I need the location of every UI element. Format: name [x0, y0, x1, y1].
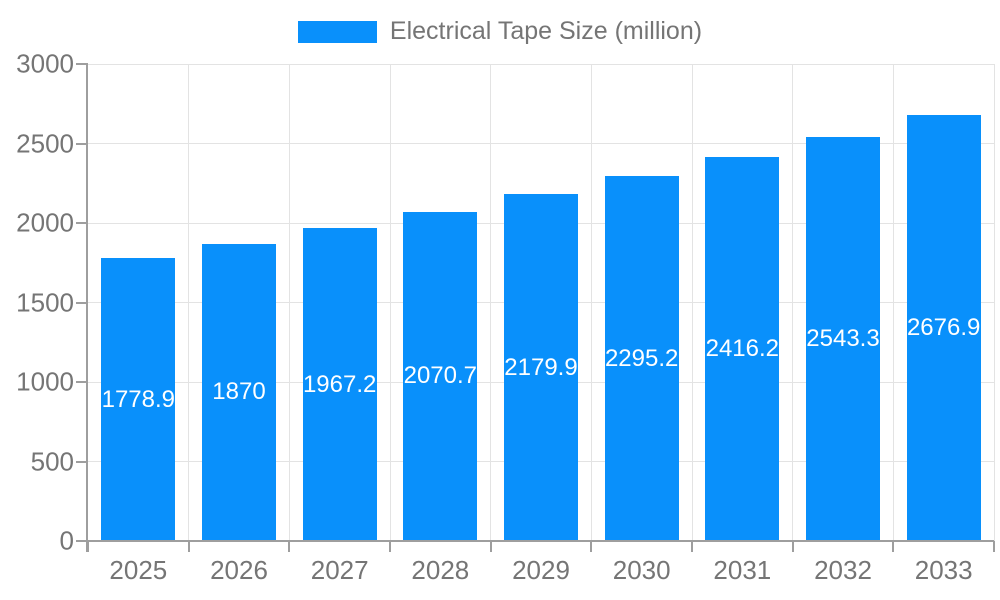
gridline-vertical	[792, 64, 794, 541]
gridline-horizontal	[88, 143, 994, 144]
gridline-vertical	[892, 64, 894, 541]
gridline-vertical	[288, 64, 290, 541]
y-axis-tick-mark	[76, 63, 88, 65]
x-axis-tick-mark	[288, 541, 291, 552]
x-axis-tick-mark	[489, 541, 492, 552]
y-axis-tick-label: 1000	[16, 366, 74, 397]
plot-area: 1778.9 1870 1967.2 2070.7 2179.9 2295.2 2416.2…	[88, 63, 995, 541]
bar-value-label: 1967.2	[302, 370, 377, 398]
bar: 1967.2	[302, 228, 377, 541]
legend-label: Electrical Tape Size (million)	[389, 17, 703, 45]
x-axis-tick-mark	[87, 541, 89, 552]
bar: 2070.7	[403, 211, 478, 541]
bar: 2295.2	[604, 176, 679, 541]
x-axis-tick-label: 2032	[814, 555, 872, 585]
bar: 1778.9	[101, 258, 176, 541]
bar: 2676.9	[906, 115, 981, 541]
y-axis-tick-label: 2000	[16, 207, 74, 238]
x-axis-tick-mark	[187, 541, 190, 552]
y-axis-tick-label: 1500	[16, 287, 74, 317]
x-axis-tick-label: 2029	[512, 555, 570, 585]
bar-value-label: 2543.3	[806, 324, 880, 352]
x-axis-tick-label: 2025	[109, 555, 168, 585]
bar-value-label: 2179.9	[504, 353, 578, 381]
x-axis-tick-label: 2028	[411, 555, 470, 585]
y-axis-tick-mark	[76, 460, 88, 463]
x-axis-tick-mark	[791, 541, 794, 552]
x-axis-tick-label: 2026	[210, 555, 268, 585]
x-axis-tick-mark	[691, 541, 693, 552]
bar-value-label: 1778.9	[101, 385, 176, 413]
x-axis-tick-label: 2033	[914, 555, 973, 585]
y-axis-tick-label: 500	[30, 446, 74, 476]
bar: 2416.2	[705, 156, 780, 541]
y-axis-tick-label: 2500	[16, 128, 74, 158]
x-axis-tick-mark	[892, 541, 895, 552]
x-axis-tick-label: 2030	[612, 555, 671, 585]
bar-value-label: 2416.2	[705, 334, 780, 362]
x-axis-tick-label: 2031	[713, 555, 772, 585]
y-axis-tick-label: 0	[59, 525, 74, 556]
x-axis-tick-mark	[590, 541, 593, 552]
gridline-vertical	[590, 64, 592, 541]
y-axis-tick-mark	[76, 142, 88, 145]
bar-value-label: 2070.7	[403, 362, 478, 390]
y-axis-tick-mark	[76, 381, 88, 383]
legend-swatch	[297, 20, 377, 43]
y-axis-tick-mark	[76, 222, 88, 224]
gridline-vertical	[691, 64, 693, 541]
gridline-vertical	[490, 64, 492, 541]
gridline-vertical	[188, 64, 190, 541]
y-axis: 0 500 1000 1500 2000 2500 3000	[0, 49, 88, 556]
bar: 1870	[202, 243, 276, 541]
x-axis-tick-mark	[389, 541, 391, 552]
x-axis-line	[76, 540, 994, 542]
bar-value-label: 2295.2	[604, 344, 679, 372]
x-axis-tick-label: 2027	[310, 555, 369, 585]
gridline-vertical	[993, 64, 995, 541]
bar-value-label: 1870	[212, 378, 266, 406]
y-axis-tick-mark	[76, 301, 88, 304]
x-axis: 2025 2026 2027 2028 2029 2030 2031 2032 2033	[88, 541, 994, 591]
x-axis-tick-mark	[993, 541, 995, 552]
gridline-vertical	[389, 64, 391, 541]
chart-legend: Electrical Tape Size (million)	[0, 17, 1000, 46]
bar: 2543.3	[806, 136, 880, 541]
bar-value-label: 2676.9	[906, 314, 981, 342]
y-axis-line	[86, 64, 88, 552]
bar: 2179.9	[504, 194, 578, 541]
y-axis-tick-label: 3000	[16, 48, 74, 79]
gridline-horizontal	[88, 63, 994, 65]
